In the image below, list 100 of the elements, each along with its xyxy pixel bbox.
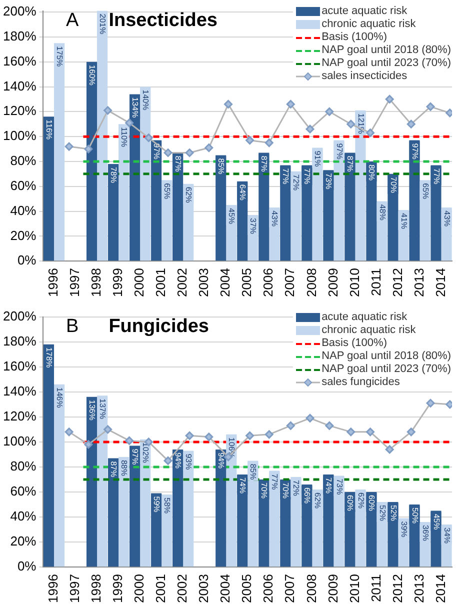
point: [306, 414, 314, 422]
x-tick-label: 2004: [218, 268, 233, 297]
point: [84, 144, 93, 154]
y-tick-label: 180%: [3, 28, 37, 44]
y-tick-label: 0%: [17, 252, 37, 268]
legend-label: acute aquatic risk: [322, 311, 408, 324]
bar: [54, 384, 65, 567]
data-label: 45%: [227, 208, 236, 224]
legend-label: NAP goal until 2023 (70%): [322, 363, 451, 376]
x-tick-label: 2001: [153, 268, 168, 297]
data-label: 73%: [334, 478, 344, 495]
x-tick-label: 2013: [411, 268, 426, 297]
data-label: 72%: [292, 480, 301, 496]
point: [264, 138, 274, 148]
data-label: 74%: [324, 477, 334, 494]
x-tick-label: 2006: [260, 574, 276, 603]
data-label: 37%: [248, 218, 258, 234]
data-label: 59%: [152, 496, 162, 512]
data-label: 58%: [162, 498, 172, 514]
data-label: 175%: [55, 46, 64, 67]
y-tick-label: 140%: [3, 383, 37, 398]
legend-label: NAP goal until 2023 (70%): [322, 57, 451, 70]
bar: [97, 10, 108, 261]
data-label: 87%: [174, 156, 183, 172]
data-label: 201%: [98, 14, 108, 34]
point: [366, 428, 375, 436]
x-tick-label: 1999: [110, 268, 126, 297]
point: [286, 421, 295, 430]
x-tick-label: 2011: [368, 268, 384, 296]
x-tick-label: 2009: [325, 268, 340, 297]
annotation: B: [66, 316, 79, 338]
y-tick-label: 100%: [3, 434, 37, 449]
x-tick-label: 2003: [196, 268, 212, 297]
x-tick-label: 1996: [46, 268, 61, 297]
y-tick-label: 60%: [10, 178, 37, 193]
legend-label: NAP goal until 2018 (80%): [322, 44, 451, 57]
data-label: 43%: [270, 210, 280, 227]
data-label: 65%: [162, 183, 172, 200]
x-tick-label: 2013: [411, 574, 426, 603]
x-tick-label: 2007: [282, 574, 298, 603]
y-tick-label: 120%: [3, 103, 37, 118]
point: [104, 425, 112, 434]
x-tick-label: 1999: [110, 574, 126, 603]
point: [144, 134, 153, 142]
data-label: 50%: [410, 508, 420, 524]
legend-label: chronic aquatic risk: [322, 18, 416, 31]
x-tick-label: 2014: [432, 574, 448, 603]
point: [385, 445, 394, 454]
legend-label: sales insecticides: [322, 70, 408, 83]
x-tick-label: 2006: [260, 268, 276, 297]
point: [325, 421, 334, 430]
point: [385, 94, 394, 104]
x-tick-label: 1996: [46, 574, 61, 603]
legend-label: Basis (100%): [322, 337, 387, 350]
data-label: 91%: [313, 150, 322, 167]
data-label: 77%: [432, 168, 441, 184]
y-tick-label: 160%: [3, 53, 37, 68]
data-label: 87%: [109, 461, 118, 478]
point: [406, 120, 416, 128]
data-label: 36%: [420, 525, 430, 542]
point: [406, 428, 416, 436]
data-label: 93%: [184, 454, 194, 470]
y-tick-label: 200%: [3, 308, 37, 324]
annotation: A: [66, 10, 79, 32]
y-tick-label: 100%: [3, 128, 37, 144]
point: [104, 106, 112, 115]
data-label: 70%: [260, 482, 269, 498]
data-label: 160%: [88, 64, 97, 86]
y-tick-label: 80%: [10, 458, 37, 474]
x-tick-label: 2002: [174, 268, 190, 297]
data-label: 45%: [432, 514, 441, 530]
x-tick-label: 1998: [88, 268, 104, 297]
data-label: 146%: [55, 387, 64, 408]
point: [224, 100, 233, 108]
data-label: 64%: [238, 184, 248, 200]
x-tick-label: 1997: [67, 268, 82, 297]
data-label: 77%: [270, 474, 280, 490]
data-label: 34%: [442, 528, 452, 544]
data-label: 73%: [324, 173, 334, 190]
data-label: 110%: [120, 127, 129, 147]
y-tick-label: 140%: [3, 78, 37, 94]
data-label: 97%: [130, 448, 140, 465]
x-tick-label: 2011: [368, 574, 384, 602]
x-tick-label: 2008: [304, 268, 319, 297]
point: [204, 144, 214, 152]
x-tick-label: 2007: [282, 268, 298, 297]
x-tick-label: 1998: [88, 574, 104, 603]
y-tick-label: 0%: [17, 558, 37, 574]
y-tick-label: 120%: [3, 408, 37, 424]
point: [185, 431, 194, 440]
data-label: 60%: [367, 494, 376, 512]
data-label: 137%: [98, 398, 108, 420]
data-label: 48%: [378, 204, 387, 220]
chart-title: Insecticides: [108, 10, 218, 32]
data-label: 85%: [248, 464, 258, 480]
data-label: 65%: [420, 183, 430, 200]
x-tick-label: 2001: [153, 574, 168, 603]
point: [426, 102, 435, 111]
x-tick-label: 2010: [346, 574, 362, 603]
point: [204, 432, 214, 442]
